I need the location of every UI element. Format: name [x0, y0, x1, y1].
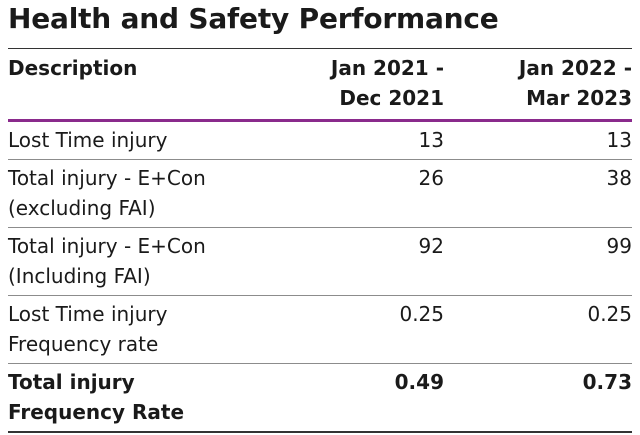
row-value-2021: 0.25: [308, 295, 444, 364]
row-value-2022-2023: 0.25: [444, 295, 632, 364]
table-header-row: Description Jan 2021 - Dec 2021 Jan 2022…: [8, 48, 632, 122]
header-line: Description: [8, 56, 138, 80]
table-row: Lost Time injury 13 13: [8, 120, 632, 160]
header-line: Jan 2022 -: [518, 56, 632, 80]
header-line: Dec 2021: [339, 86, 444, 110]
row-label-line: Lost Time injury: [8, 302, 168, 326]
row-label-line: Total injury - E+Con: [8, 234, 206, 258]
page-title: Health and Safety Performance: [8, 2, 499, 35]
row-label-line: Total injury - E+Con: [8, 166, 206, 190]
row-label: Total injury Frequency Rate: [8, 363, 308, 433]
row-label-line: (Including FAI): [8, 264, 151, 288]
row-value-2021: 26: [308, 159, 444, 228]
row-value-2021: 0.49: [308, 363, 444, 433]
header-description: Description: [8, 48, 308, 122]
row-value-2022-2023: 99: [444, 227, 632, 296]
table-row-total: Total injury Frequency Rate 0.49 0.73: [8, 363, 632, 433]
header-line: Jan 2021 -: [330, 56, 444, 80]
row-label: Lost Time injury Frequency rate: [8, 295, 308, 364]
row-label-line: (excluding FAI): [8, 196, 156, 220]
table-row: Lost Time injury Frequency rate 0.25 0.2…: [8, 295, 632, 364]
row-value-2021: 92: [308, 227, 444, 296]
row-label: Total injury - E+Con (Including FAI): [8, 227, 308, 296]
row-label-line: Total injury: [8, 370, 135, 394]
header-period-2022-2023: Jan 2022 - Mar 2023: [444, 48, 632, 122]
row-value-2022-2023: 0.73: [444, 363, 632, 433]
row-value-2022-2023: 38: [444, 159, 632, 228]
row-label-line: Frequency Rate: [8, 400, 185, 424]
health-safety-table: Description Jan 2021 - Dec 2021 Jan 2022…: [8, 48, 632, 433]
row-value-2022-2023: 13: [444, 120, 632, 160]
header-line: Mar 2023: [526, 86, 632, 110]
table-row: Total injury - E+Con (Including FAI) 92 …: [8, 227, 632, 296]
header-period-2021: Jan 2021 - Dec 2021: [308, 48, 444, 122]
row-label-line: Lost Time injury: [8, 128, 168, 152]
row-label-line: Frequency rate: [8, 332, 159, 356]
row-value-2021: 13: [308, 120, 444, 160]
table-row: Total injury - E+Con (excluding FAI) 26 …: [8, 159, 632, 228]
row-label: Lost Time injury: [8, 120, 308, 160]
row-label: Total injury - E+Con (excluding FAI): [8, 159, 308, 228]
